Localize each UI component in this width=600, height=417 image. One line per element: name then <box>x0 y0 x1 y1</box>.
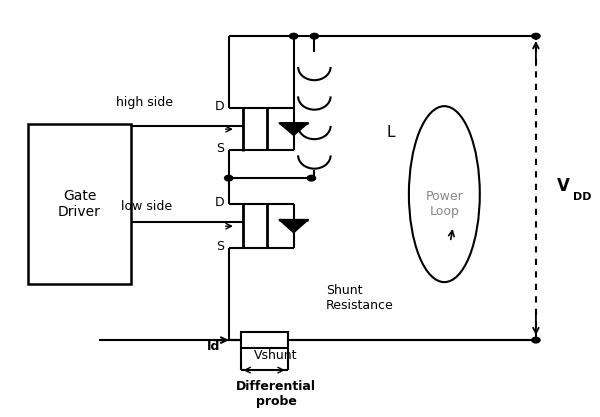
Text: D: D <box>214 196 224 208</box>
Circle shape <box>532 337 540 343</box>
Circle shape <box>532 33 540 39</box>
Text: Vshunt: Vshunt <box>254 349 298 362</box>
Circle shape <box>310 33 319 39</box>
Text: V: V <box>557 177 569 195</box>
Circle shape <box>290 33 298 39</box>
Circle shape <box>307 175 316 181</box>
Text: S: S <box>216 142 224 155</box>
Text: high side: high side <box>116 95 173 109</box>
Text: D: D <box>214 100 224 113</box>
Text: Gate
Driver: Gate Driver <box>58 189 101 219</box>
Text: Id: Id <box>207 339 221 353</box>
Polygon shape <box>279 123 308 136</box>
Polygon shape <box>279 219 308 233</box>
FancyBboxPatch shape <box>241 332 288 348</box>
Text: low side: low side <box>121 200 173 213</box>
Text: Shunt
Resistance: Shunt Resistance <box>326 284 394 312</box>
Circle shape <box>224 175 233 181</box>
Text: Power
Loop: Power Loop <box>425 190 463 218</box>
Text: DD: DD <box>572 192 591 202</box>
Text: L: L <box>387 125 395 140</box>
Text: Differential
probe: Differential probe <box>236 380 316 408</box>
Text: S: S <box>216 240 224 253</box>
FancyBboxPatch shape <box>28 124 131 284</box>
